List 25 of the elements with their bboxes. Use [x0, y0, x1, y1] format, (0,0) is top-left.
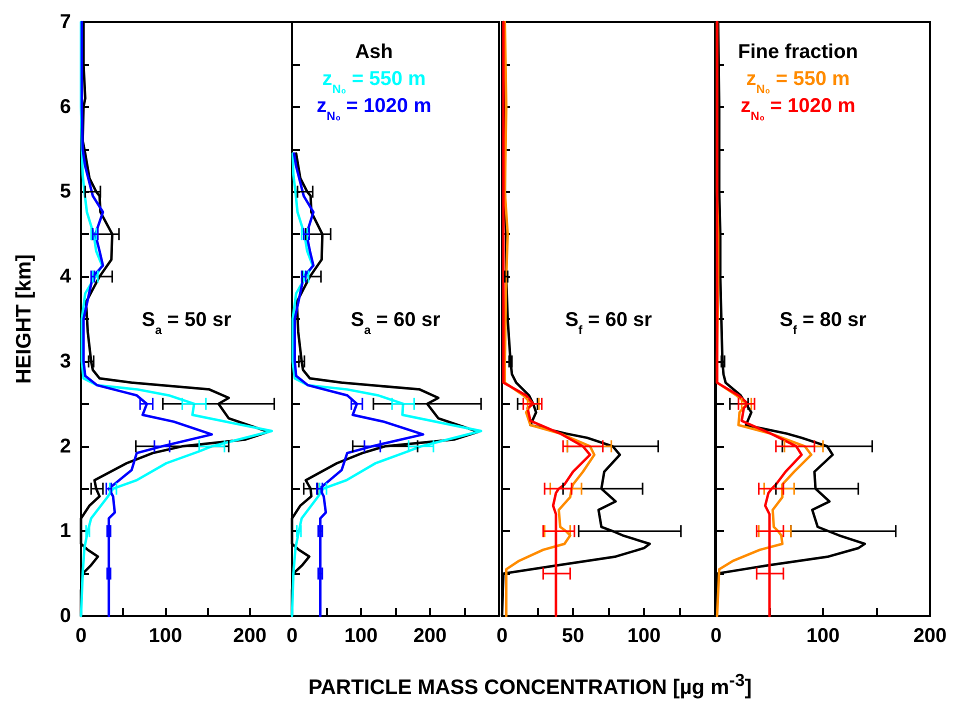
y-tick-label: 1	[60, 520, 71, 542]
x-tick-label: 100	[344, 625, 378, 647]
x-tick-label: 200	[233, 625, 266, 647]
y-tick-label: 5	[60, 180, 71, 203]
line-series	[80, 20, 214, 618]
x-tick-label: 0	[710, 625, 722, 647]
y-axis-title: HEIGHT [km]	[12, 254, 36, 384]
x-tick-label: 200	[913, 625, 947, 647]
legend-title: Fine fraction	[738, 41, 858, 63]
y-tick-label: 7	[60, 11, 71, 33]
x-tick-label: 100	[627, 625, 661, 647]
y-tick-label: 2	[60, 435, 71, 458]
x-tick-label: 100	[806, 625, 840, 647]
y-tick-label: 6	[60, 96, 71, 118]
x-tick-label: 0	[75, 625, 87, 647]
y-tick-label: 4	[60, 266, 72, 288]
x-tick-label: 0	[496, 625, 508, 647]
x-tick-label: 0	[286, 625, 298, 647]
x-tick-label: 200	[413, 625, 447, 647]
legend-title: Ash	[355, 41, 393, 63]
x-tick-label: 50	[562, 625, 584, 647]
y-tick-label: 3	[60, 350, 71, 372]
x-axis-title: PARTICLE MASS CONCENTRATION [µg m$^{-3}$]	[307, 670, 753, 700]
y-tick-label: 0	[60, 605, 71, 627]
x-tick-label: 100	[148, 625, 182, 647]
